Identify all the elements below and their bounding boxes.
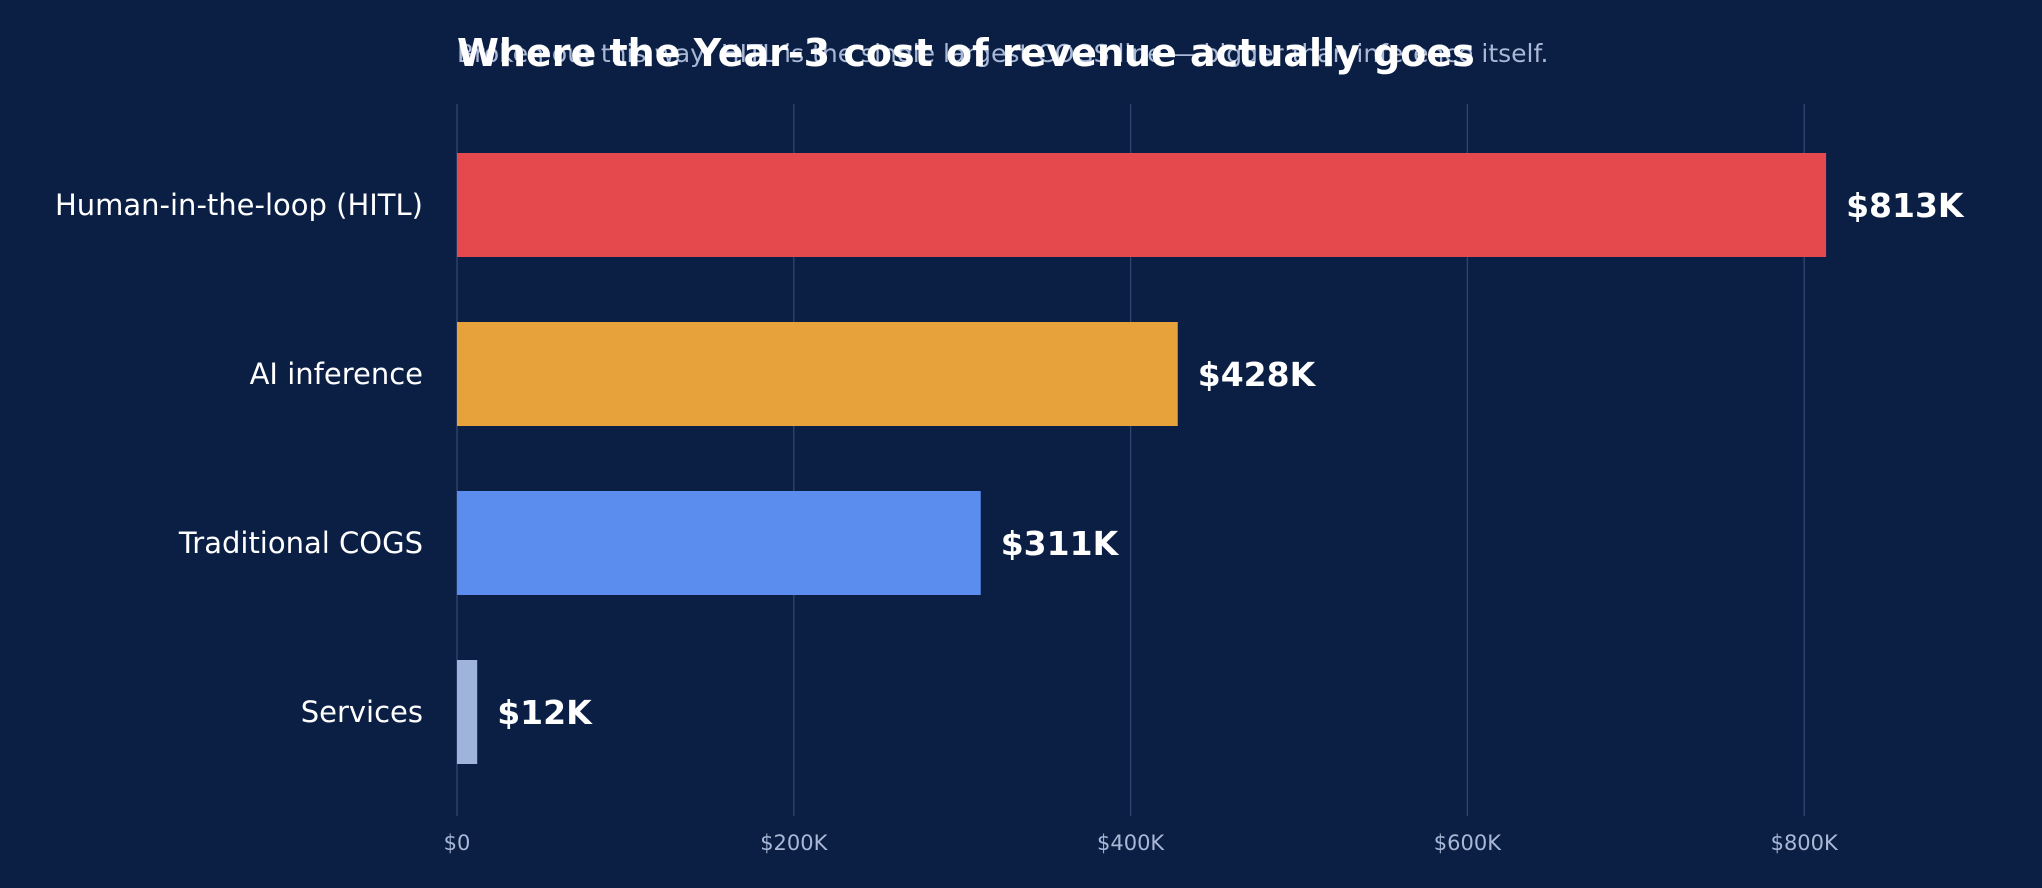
x-tick-label: $600K [1434, 831, 1502, 855]
bars [457, 153, 1827, 764]
bar [457, 660, 478, 764]
x-tick-label: $0 [444, 831, 471, 855]
category-label: Human-in-the-loop (HITL) [55, 188, 423, 222]
x-tick-label: $200K [760, 831, 828, 855]
category-label: Services [301, 695, 423, 729]
x-tick-label: $800K [1771, 831, 1839, 855]
bar [457, 322, 1178, 426]
value-label: $428K [1198, 355, 1317, 394]
value-label: $12K [497, 693, 593, 732]
bar [457, 491, 981, 595]
x-tick-label: $400K [1097, 831, 1165, 855]
value-label: $311K [1001, 524, 1120, 563]
chart-subtitle: Broken out this way, HITL is the single … [457, 39, 1548, 68]
bar [457, 153, 1827, 257]
value-label: $813K [1846, 186, 1965, 225]
category-label: AI inference [250, 357, 423, 391]
labels: $0 $200K $400K $600K $800K Human-in-the-loop … [55, 186, 1965, 855]
chart-title: Where the Year-3 cost of revenue actuall… [457, 31, 1475, 75]
category-label: Traditional COGS [178, 526, 423, 560]
